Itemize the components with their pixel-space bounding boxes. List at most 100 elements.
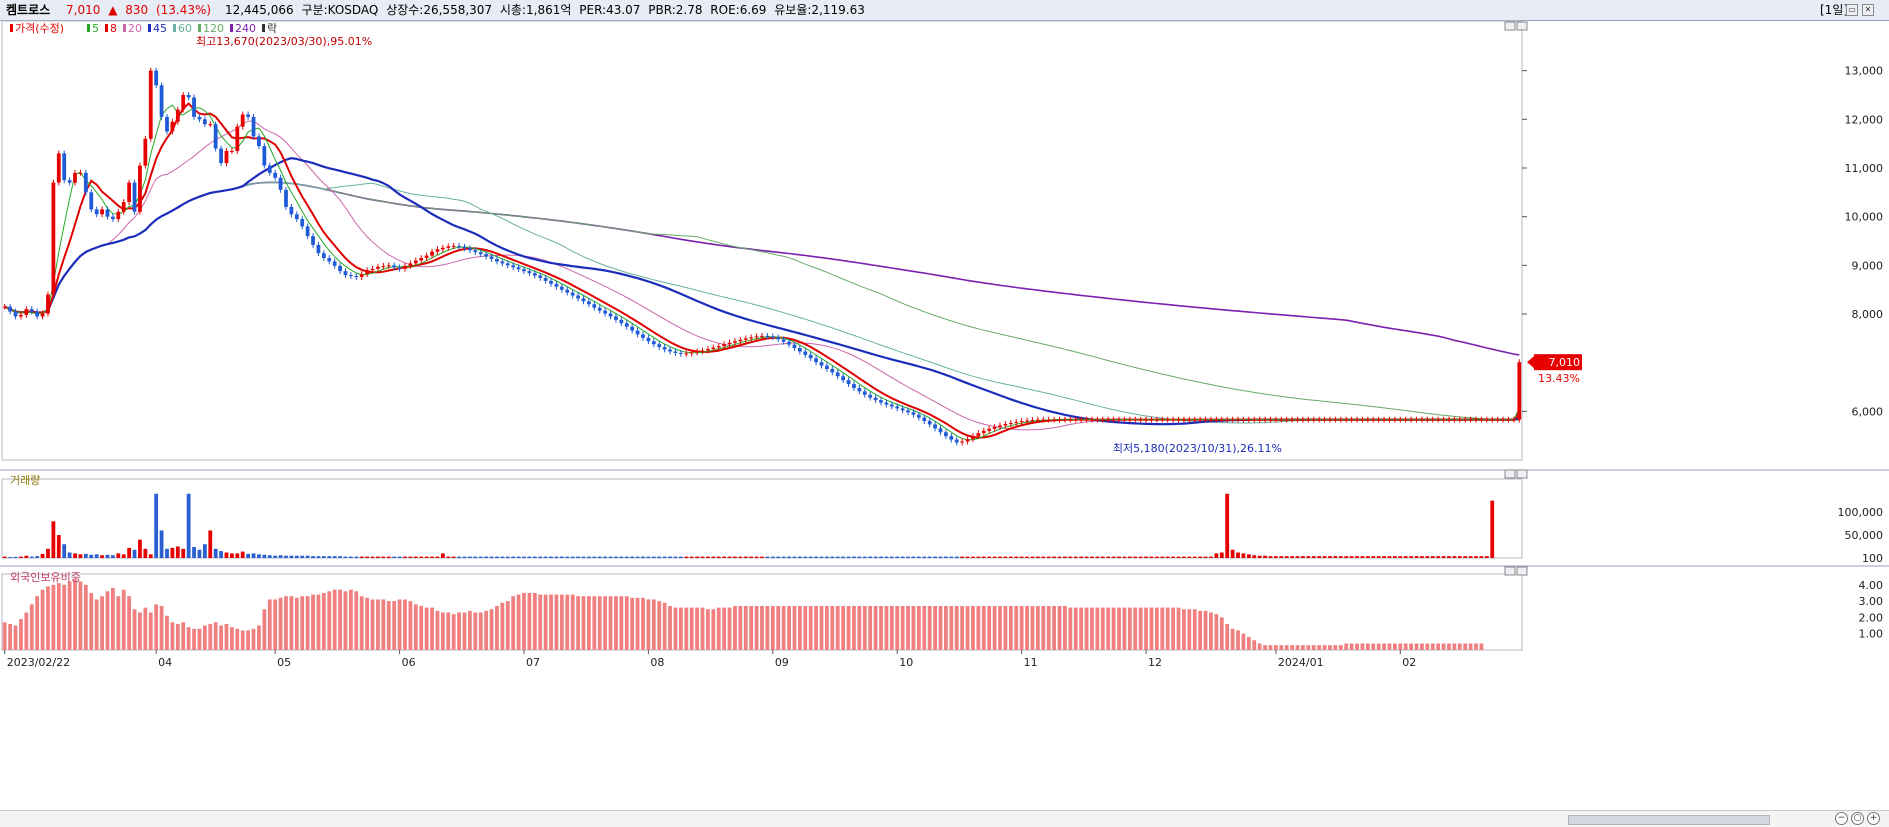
volume-bar — [495, 556, 499, 558]
candle-body — [462, 246, 467, 249]
volume-tick-label: 100 — [1862, 552, 1883, 565]
candle-body — [700, 350, 705, 352]
candle-body — [900, 408, 905, 411]
volume-bar — [1154, 556, 1159, 558]
zoom-out-icon[interactable]: − — [1835, 812, 1848, 825]
volume-bar — [1425, 556, 1430, 558]
volume-bar — [478, 556, 483, 558]
foreign-bar — [608, 596, 613, 650]
candle-body — [835, 372, 840, 377]
volume-bar — [781, 556, 786, 558]
foreign-bar — [359, 596, 364, 650]
volume-bar — [468, 556, 472, 558]
foreign-bar — [760, 605, 764, 650]
foreign-bar — [1317, 645, 1322, 650]
x-tick-label: 10 — [899, 656, 913, 669]
foreign-bar — [516, 594, 521, 650]
foreign-bar — [873, 605, 878, 650]
volume-bar — [1198, 556, 1203, 558]
volume-bar — [857, 556, 862, 558]
volume-bar — [202, 544, 207, 558]
candle-body — [954, 439, 959, 443]
candle-body — [619, 319, 624, 324]
candle-body — [468, 248, 472, 251]
candle-body — [219, 148, 223, 164]
foreign-bar — [559, 594, 564, 650]
volume-bar — [965, 556, 970, 558]
volume-bar — [1447, 556, 1451, 558]
volume-bar — [927, 556, 932, 558]
foreign-bar — [138, 612, 142, 650]
candle-body — [413, 260, 418, 264]
foreign-bar — [1322, 645, 1327, 650]
price-panel-minimize-icon — [1504, 21, 1516, 31]
volume-bar — [165, 548, 169, 558]
volume-bar — [911, 556, 916, 558]
zoom-reset-icon[interactable]: ○ — [1851, 812, 1864, 825]
candle-body — [1349, 419, 1354, 421]
foreign-bar — [186, 627, 191, 650]
x-tick-label: 09 — [775, 656, 789, 669]
restore-icon[interactable]: ▭ — [1846, 4, 1858, 16]
volume-bar — [1203, 556, 1208, 558]
volume-bar — [278, 555, 283, 558]
zoom-in-icon[interactable]: + — [1867, 812, 1880, 825]
scrollbar-thumb[interactable] — [1568, 815, 1770, 825]
candle-body — [538, 275, 543, 278]
foreign-bar — [576, 596, 580, 650]
candle-body — [1035, 419, 1040, 421]
volume-bar — [873, 556, 878, 558]
high-annotation: 최고13,670(2023/03/30),95.01% — [196, 35, 372, 48]
volume-bar — [78, 554, 83, 558]
volume-bar — [376, 556, 380, 558]
candle-body — [1295, 419, 1300, 421]
candle-body — [884, 402, 889, 405]
foreign-bar — [754, 605, 759, 650]
volume-bar — [1230, 549, 1235, 558]
close-icon[interactable]: ✕ — [1862, 4, 1874, 16]
volume-bar — [1057, 556, 1062, 558]
foreign-bar — [668, 605, 672, 650]
foreign-bar — [300, 596, 305, 650]
foreign-tick-label: 4.00 — [1859, 579, 1884, 592]
foreign-bar — [35, 596, 40, 650]
candle-body — [473, 250, 478, 253]
foreign-bar — [1225, 623, 1230, 650]
market-label: 구분:KOSDAQ — [301, 3, 379, 17]
foreign-bar — [987, 605, 992, 650]
foreign-bar — [338, 589, 342, 650]
candle-body — [8, 306, 13, 312]
candle-body — [1106, 419, 1111, 421]
legend-swatch — [173, 24, 176, 32]
volume-bar — [100, 555, 104, 558]
volume-bar — [419, 556, 424, 558]
volume-bar — [1490, 500, 1495, 558]
volume-bar — [787, 556, 791, 558]
foreign-bar — [1398, 643, 1403, 650]
volume-bar — [300, 555, 305, 558]
foreign-bar — [1198, 610, 1203, 650]
foreign-bar — [1149, 607, 1154, 650]
candle-body — [505, 263, 510, 266]
foreign-bar — [846, 605, 851, 650]
foreign-bar — [349, 589, 353, 650]
foreign-bar — [73, 579, 77, 650]
price-tick-label: 12,000 — [1845, 113, 1884, 126]
foreign-bar — [1468, 643, 1473, 650]
period-selector[interactable]: [1일] — [1820, 3, 1849, 17]
volume-bar — [186, 493, 191, 558]
candle-body — [1284, 419, 1289, 421]
volume-bar — [294, 555, 299, 558]
foreign-panel-close-icon — [1516, 566, 1528, 576]
foreign-bar — [830, 605, 835, 650]
candle-body — [738, 339, 743, 342]
volume-bar — [343, 556, 348, 558]
chart-scrollbar[interactable]: − ○ + — [0, 810, 1889, 827]
volume-bar — [1127, 556, 1132, 558]
stock-chart[interactable]: 13,000 12,000 11,000 10,000 9,000 8,000 6,000 가… — [0, 20, 1889, 810]
volume-bar — [624, 556, 629, 558]
candle-body — [960, 441, 965, 443]
candle-body — [294, 214, 299, 220]
volume-bar — [105, 554, 110, 558]
volume-bar — [603, 556, 608, 558]
